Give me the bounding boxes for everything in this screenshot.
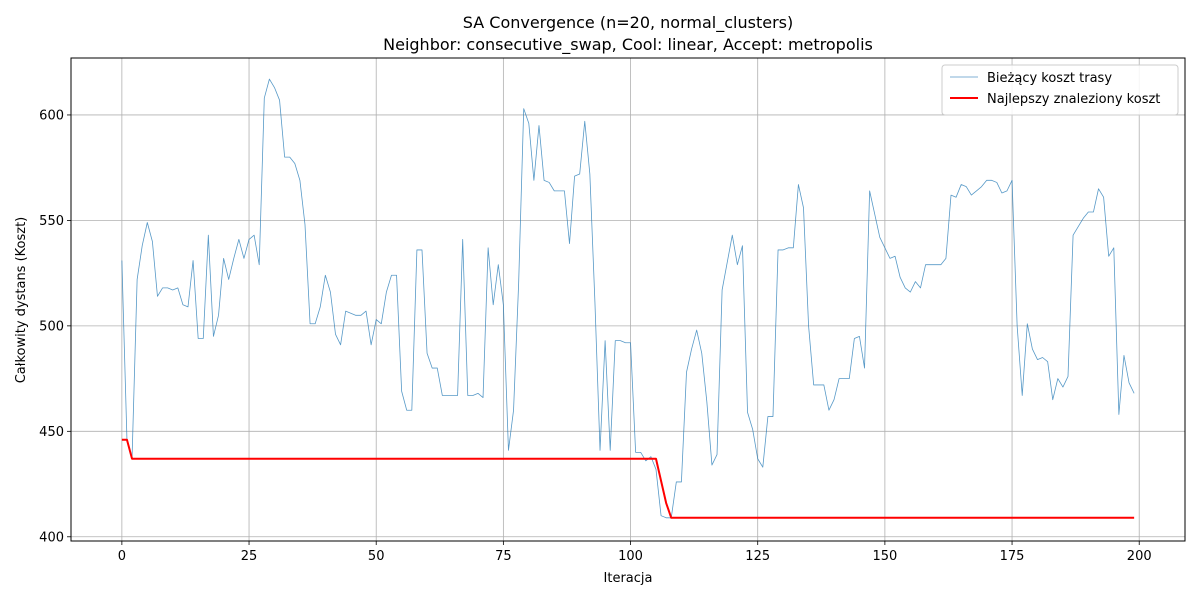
- y-tick-label: 500: [39, 319, 64, 334]
- x-axis-label: Iteracja: [604, 571, 653, 586]
- x-tick-label: 75: [495, 549, 512, 564]
- grid-lines: [71, 58, 1185, 541]
- series-line-best-cost: [121, 438, 1135, 519]
- x-tick-label: 100: [618, 549, 643, 564]
- x-tick-label: 125: [745, 549, 770, 564]
- chart-title-line1: SA Convergence (n=20, normal_clusters): [463, 13, 793, 33]
- legend-label-current-cost: Bieżący koszt trasy: [987, 71, 1112, 86]
- legend-box: [941, 64, 1179, 116]
- y-axis-label: Całkowity dystans (Koszt): [14, 217, 29, 384]
- x-tick-label: 50: [368, 549, 385, 564]
- chart-title-line2: Neighbor: consecutive_swap, Cool: linear…: [383, 35, 873, 55]
- series-line-current-cost: [121, 78, 1135, 519]
- legend-label-best-cost: Najlepszy znaleziony koszt: [987, 92, 1160, 107]
- x-tick-label: 150: [872, 549, 897, 564]
- axis-ticks: 0 25 50 75 100 125 150 175 200 400 450 500 550 600: [39, 108, 1151, 564]
- plot-series: [121, 78, 1135, 519]
- chart-legend: Bieżący koszt trasy Najlepszy znaleziony…: [941, 64, 1179, 116]
- y-tick-label: 450: [39, 425, 64, 440]
- x-tick-label: 200: [1127, 549, 1152, 564]
- x-tick-label: 0: [118, 549, 126, 564]
- x-tick-label: 25: [241, 549, 258, 564]
- y-tick-label: 400: [39, 530, 64, 545]
- y-tick-label: 550: [39, 214, 64, 229]
- y-tick-label: 600: [39, 108, 64, 123]
- plot-area-frame: [70, 57, 1186, 542]
- x-tick-label: 175: [1000, 549, 1025, 564]
